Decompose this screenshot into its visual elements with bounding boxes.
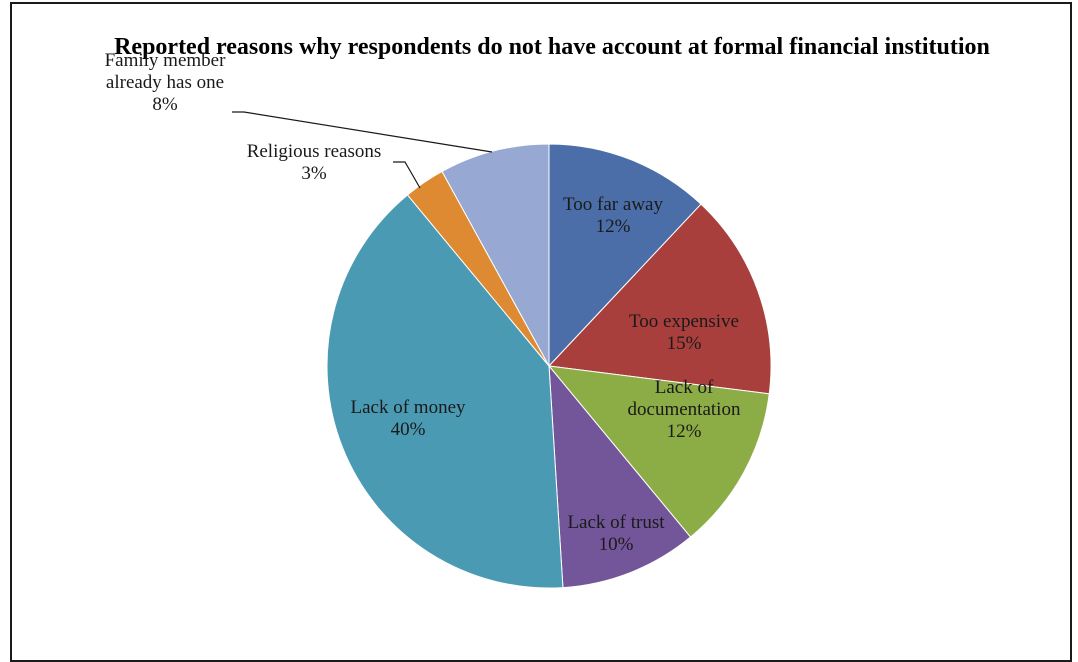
pie-slice-lack-of-money <box>326 194 564 589</box>
slice-value-religious-reasons: 3% <box>301 163 327 184</box>
slice-label-family-member-already-has-one: Family member already has one 8% <box>105 50 227 115</box>
pie-slice-too-far-away <box>548 143 702 368</box>
slice-label-too-expensive: Too expensive 15% <box>629 311 739 354</box>
pie-slice-lack-of-trust <box>548 364 692 589</box>
slice-label-lack-of-trust: Lack of trust 10% <box>567 512 665 555</box>
slice-name-family-member-already-has-one: Family member <box>105 50 227 71</box>
slice-label-lack-of-documentation: Lack of documentation 12% <box>628 377 741 442</box>
slice-label-too-far-away: Too far away 12% <box>563 194 663 237</box>
leader-line-family-member-already-has-one <box>232 111 493 153</box>
slice-name-religious-reasons: Religious reasons <box>247 141 382 162</box>
slice-name-too-far-away: Too far away <box>563 194 663 215</box>
chart-title: Reported reasons why respondents do not … <box>114 34 990 60</box>
slice-value-lack-of-documentation: 12% <box>667 421 702 442</box>
slice-name-lack-of-trust: Lack of trust <box>567 512 665 533</box>
pie-chart: Too far away 12%Too expensive 15%Lack of do… <box>105 50 772 589</box>
pie-slice-lack-of-documentation <box>547 365 770 538</box>
slice-label-religious-reasons: Religious reasons 3% <box>247 141 382 184</box>
pie-slice-too-expensive <box>547 203 772 395</box>
slice-value-lack-of-money: 40% <box>391 419 426 440</box>
slice-name-lack-of-money: Lack of money <box>350 397 466 418</box>
slice-value-too-expensive: 15% <box>667 333 702 354</box>
slice-name-lack-of-documentation: documentation <box>628 399 741 420</box>
leader-line-religious-reasons <box>393 161 421 189</box>
slice-value-family-member-already-has-one: 8% <box>152 94 178 115</box>
slice-value-lack-of-trust: 10% <box>599 534 634 555</box>
pie-slice-family-member-already-has-one <box>441 143 550 367</box>
slice-name-too-expensive: Too expensive <box>629 311 739 332</box>
slice-label-lack-of-money: Lack of money 40% <box>350 397 466 440</box>
slice-value-too-far-away: 12% <box>596 216 631 237</box>
slice-name-lack-of-documentation: Lack of <box>655 377 714 398</box>
slice-name-family-member-already-has-one: already has one <box>106 72 224 93</box>
